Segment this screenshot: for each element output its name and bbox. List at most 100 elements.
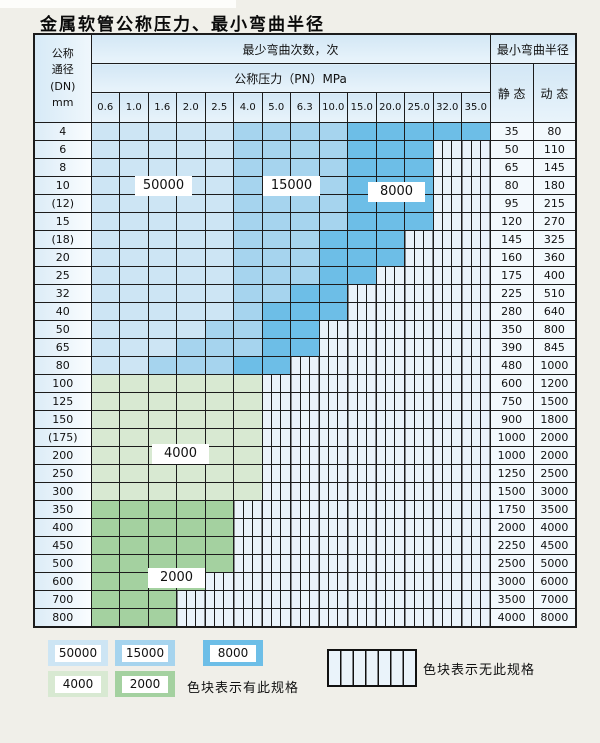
no-spec-cell	[461, 176, 491, 195]
no-spec-cell	[432, 176, 462, 195]
spec-cell	[147, 428, 177, 447]
spec-cell	[404, 158, 434, 177]
spec-cell	[290, 140, 320, 159]
table-row: 400 2000 4000	[33, 518, 577, 537]
pressure-tick: 5.0	[261, 92, 291, 123]
no-spec-cell	[404, 446, 434, 465]
spec-cell	[318, 176, 348, 195]
table-row: 25 175 400	[33, 266, 577, 285]
spec-cell	[347, 122, 377, 141]
spec-cell	[318, 212, 348, 231]
no-spec-cell	[375, 464, 405, 483]
no-spec-cell	[375, 284, 405, 303]
no-spec-cell	[375, 608, 405, 628]
spec-cell	[176, 230, 206, 249]
spec-cell	[147, 266, 177, 285]
spec-cell	[261, 320, 291, 339]
spec-cell	[204, 266, 234, 285]
no-spec-cell	[204, 608, 234, 628]
dn-cell: (18)	[33, 230, 92, 249]
zone-label: 15000	[263, 176, 320, 196]
spec-cell	[147, 374, 177, 393]
spec-cell	[347, 248, 377, 267]
no-spec-cell	[461, 482, 491, 501]
spec-cell	[147, 248, 177, 267]
dn-cell: 4	[33, 122, 92, 141]
spec-cell	[432, 122, 462, 141]
legend-swatch-15000: 15000	[115, 640, 175, 666]
spec-cell	[318, 230, 348, 249]
zone-label: 2000	[148, 568, 205, 588]
static-radius-cell: 175	[489, 266, 534, 285]
no-spec-cell	[461, 500, 491, 519]
spec-cell	[90, 554, 120, 573]
spec-cell	[233, 482, 263, 501]
no-spec-cell	[375, 590, 405, 609]
static-radius-cell: 145	[489, 230, 534, 249]
pressure-tick: 32.0	[432, 92, 462, 123]
legend-no-spec-text: 色块表示无此规格	[423, 663, 536, 678]
pressure-tick: 2.5	[204, 92, 234, 123]
dynamic-radius-cell: 2500	[532, 464, 577, 483]
no-spec-cell	[432, 266, 462, 285]
no-spec-cell	[404, 518, 434, 537]
spec-cell	[119, 536, 149, 555]
header-row-1: 公称 通径 (DN) mm 最少弯曲次数，次 最小弯曲半径	[33, 33, 577, 123]
static-radius-cell: 2500	[489, 554, 534, 573]
no-spec-cell	[318, 554, 348, 573]
dynamic-radius-cell: 360	[532, 248, 577, 267]
spec-cell	[290, 194, 320, 213]
spec-cell	[347, 230, 377, 249]
no-spec-cell	[404, 248, 434, 267]
no-spec-cell	[404, 608, 434, 628]
spec-cell	[204, 482, 234, 501]
legend-no-spec-swatch	[327, 649, 417, 687]
dn-cell: 800	[33, 608, 92, 628]
spec-cell	[375, 248, 405, 267]
spec-cell	[90, 230, 120, 249]
spec-cell	[204, 338, 234, 357]
no-spec-cell	[233, 554, 263, 573]
no-spec-cell	[290, 536, 320, 555]
no-spec-cell	[375, 554, 405, 573]
spec-cell	[233, 122, 263, 141]
spec-cell	[261, 302, 291, 321]
no-spec-cell	[461, 590, 491, 609]
legend-swatch-50000: 50000	[48, 640, 108, 666]
no-spec-cell	[347, 536, 377, 555]
min-radius-header: 最小弯曲半径	[489, 33, 577, 64]
spec-cell	[204, 230, 234, 249]
spec-cell	[290, 158, 320, 177]
spec-cell	[176, 356, 206, 375]
static-radius-cell: 480	[489, 356, 534, 375]
no-spec-cell	[404, 284, 434, 303]
spec-cell	[290, 212, 320, 231]
no-spec-cell	[318, 446, 348, 465]
no-spec-cell	[404, 482, 434, 501]
spec-cell	[119, 590, 149, 609]
dynamic-radius-cell: 2000	[532, 446, 577, 465]
spec-cell	[176, 140, 206, 159]
table-row: 250 1250 2500	[33, 464, 577, 483]
dynamic-radius-cell: 1000	[532, 356, 577, 375]
spec-cell	[261, 284, 291, 303]
dynamic-radius-cell: 145	[532, 158, 577, 177]
spec-cell	[147, 194, 177, 213]
dn-cell: 100	[33, 374, 92, 393]
no-spec-cell	[432, 536, 462, 555]
pressure-tick: 4.0	[233, 92, 263, 123]
spec-cell	[261, 158, 291, 177]
spec-cell	[204, 122, 234, 141]
no-spec-cell	[318, 590, 348, 609]
no-spec-cell	[375, 374, 405, 393]
no-spec-cell	[375, 266, 405, 285]
spec-cell	[90, 320, 120, 339]
dynamic-radius-cell: 80	[532, 122, 577, 141]
no-spec-cell	[404, 230, 434, 249]
spec-cell	[318, 122, 348, 141]
dynamic-radius-cell: 270	[532, 212, 577, 231]
no-spec-cell	[261, 392, 291, 411]
no-spec-cell	[461, 230, 491, 249]
spec-cell	[176, 302, 206, 321]
spec-cell	[204, 176, 234, 195]
